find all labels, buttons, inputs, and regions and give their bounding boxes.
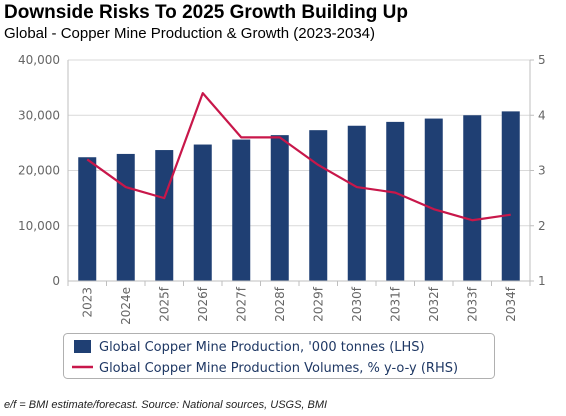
x-tick-label: 2031f <box>388 286 402 322</box>
x-tick-label: 2028f <box>273 286 287 322</box>
y-left-tick-label: 10,000 <box>18 219 60 233</box>
grid-layer <box>68 59 530 282</box>
y-right-tick-label: 5 <box>538 53 546 67</box>
bar <box>347 125 366 281</box>
bar <box>270 135 289 281</box>
bar <box>193 144 212 281</box>
x-tick-label: 2024e <box>119 287 133 325</box>
bar <box>232 139 251 281</box>
bar <box>155 150 174 281</box>
y-right-tick-label: 1 <box>538 274 546 288</box>
x-tick-label: 2027f <box>234 286 248 322</box>
legend-frame <box>63 333 495 379</box>
legend-bar-swatch <box>74 340 91 353</box>
legend-bar-label: Global Copper Mine Production, '000 tonn… <box>99 340 425 355</box>
x-tick-label: 2025f <box>157 286 171 322</box>
x-tick-label: 2026f <box>196 286 210 322</box>
bar <box>386 121 405 281</box>
line-layer <box>86 92 511 222</box>
bar <box>463 115 482 281</box>
x-tick-label: 2023 <box>80 287 94 318</box>
legend-line-label: Global Copper Mine Production Volumes, %… <box>99 361 458 376</box>
y-left-tick-label: 30,000 <box>18 108 60 122</box>
bar <box>501 111 520 281</box>
legend: Global Copper Mine Production, '000 tonn… <box>63 333 495 379</box>
chart-subtitle: Global - Copper Mine Production & Growth… <box>4 25 376 42</box>
axis-layer: 0 10,000 20,000 30,000 40,000 1 2 3 4 5 2023 2024e 2… <box>18 53 546 325</box>
x-tick-label: 2029f <box>311 286 325 322</box>
x-tick-label: 2034f <box>504 286 518 322</box>
x-tick-label: 2032f <box>427 286 441 322</box>
y-left-tick-label: 0 <box>52 274 60 288</box>
bar <box>116 153 135 281</box>
x-tick-label: 2033f <box>465 286 479 322</box>
bar <box>78 157 97 281</box>
bar-layer <box>78 111 520 281</box>
y-right-tick-label: 2 <box>538 219 546 233</box>
y-left-tick-label: 20,000 <box>18 164 60 178</box>
bar <box>309 130 328 281</box>
bar <box>424 118 443 281</box>
source-footnote: e/f = BMI estimate/forecast. Source: Nat… <box>4 399 328 411</box>
y-right-tick-label: 3 <box>538 164 546 178</box>
y-left-tick-label: 40,000 <box>18 53 60 67</box>
x-tick-label: 2030f <box>350 286 364 322</box>
y-right-tick-label: 4 <box>538 108 546 122</box>
growth-line <box>86 92 511 222</box>
chart-title: Downside Risks To 2025 Growth Building U… <box>4 2 408 23</box>
